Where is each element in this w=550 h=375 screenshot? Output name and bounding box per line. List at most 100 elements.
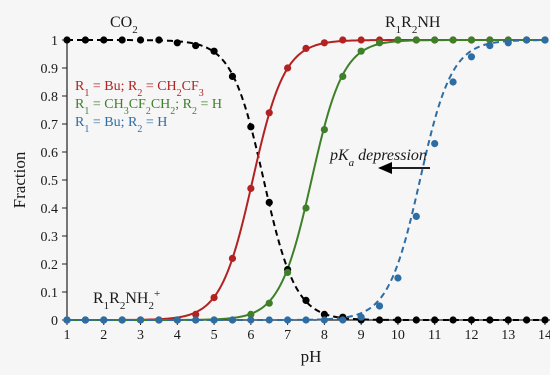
- y-tick-label: 0.5: [41, 174, 59, 189]
- data-point-bu_h: [339, 316, 347, 324]
- data-point-bu_ch2cf3: [210, 294, 218, 302]
- data-point-co2: [320, 310, 328, 318]
- data-point-bu_h: [173, 316, 181, 324]
- data-point-ch3cf2ch2: [449, 36, 457, 44]
- y-tick-label: 0.7: [41, 118, 59, 133]
- data-point-bu_h: [155, 316, 163, 324]
- data-point-bu_ch2cf3: [302, 44, 310, 53]
- data-point-bu_h: [284, 316, 292, 324]
- data-point-ch3cf2ch2: [357, 47, 365, 55]
- x-tick-label: 12: [464, 328, 478, 343]
- x-tick-label: 8: [321, 328, 328, 343]
- data-point-ch3cf2ch2: [467, 36, 476, 44]
- series-line-ch3cf2ch2: [67, 39, 545, 321]
- data-point-co2: [486, 316, 494, 324]
- y-tick-label: 0.6: [41, 146, 59, 161]
- data-point-bu_h: [412, 212, 420, 220]
- data-point-ch3cf2ch2: [302, 204, 310, 212]
- x-tick-label: 3: [137, 328, 144, 343]
- data-point-bu_h: [486, 42, 494, 50]
- x-tick-label: 10: [391, 328, 405, 343]
- data-points: [63, 36, 549, 324]
- data-point-co2: [375, 316, 384, 324]
- data-point-co2: [541, 316, 549, 324]
- x-tick-label: 7: [284, 328, 291, 343]
- data-point-bu_ch2cf3: [192, 310, 200, 318]
- data-point-bu_h: [192, 316, 200, 324]
- legend-entry-1: R1 = CH3CF2CH2; R2 = H: [75, 97, 222, 117]
- x-axis-label: pH: [301, 347, 322, 366]
- legend-entry-0: R1 = Bu; R2 = CH2CF3: [75, 79, 204, 99]
- curves: [67, 39, 546, 321]
- data-point-co2: [173, 39, 181, 47]
- y-tick-label: 0: [51, 314, 58, 329]
- data-point-bu_ch2cf3: [265, 109, 273, 117]
- series-line-bu_ch2cf3: [67, 39, 545, 321]
- data-point-bu_h: [118, 316, 126, 324]
- y-tick-label: 1: [51, 34, 58, 49]
- data-point-ch3cf2ch2: [320, 126, 328, 134]
- data-point-co2: [81, 36, 89, 44]
- data-point-ch3cf2ch2: [284, 268, 292, 276]
- data-point-ch3cf2ch2: [431, 36, 439, 44]
- data-point-bu_h: [467, 53, 476, 61]
- data-point-bu_h: [228, 316, 237, 324]
- data-point-co2: [412, 316, 420, 324]
- data-point-co2: [155, 36, 163, 44]
- data-point-co2: [449, 316, 457, 324]
- data-point-bu_h: [81, 316, 89, 324]
- data-point-ch3cf2ch2: [247, 310, 255, 318]
- data-point-co2: [265, 198, 273, 206]
- data-point-co2: [504, 316, 512, 324]
- data-point-bu_h: [357, 313, 365, 321]
- pka-arrow-head: [378, 162, 392, 174]
- y-tick-label: 0.9: [41, 62, 59, 77]
- data-point-bu_ch2cf3: [320, 39, 328, 47]
- data-point-bu_h: [541, 36, 549, 44]
- data-point-bu_h: [265, 316, 273, 324]
- data-point-bu_h: [504, 39, 512, 47]
- data-point-bu_ch2cf3: [247, 184, 255, 192]
- data-point-co2: [100, 36, 108, 44]
- label-co2: CO2: [110, 14, 138, 36]
- label-pka-depression: pKa depression: [329, 147, 427, 169]
- x-tick-label: 13: [501, 328, 515, 343]
- x-tick-label: 6: [247, 328, 254, 343]
- data-point-ch3cf2ch2: [265, 299, 273, 307]
- data-point-bu_h: [375, 302, 384, 310]
- y-tick-label: 0.1: [41, 286, 59, 301]
- data-point-co2: [431, 316, 439, 324]
- data-point-bu_h: [210, 316, 218, 324]
- data-point-ch3cf2ch2: [339, 72, 347, 80]
- data-point-bu_h: [136, 316, 145, 324]
- y-axis-label: Fraction: [10, 151, 29, 208]
- data-point-co2: [523, 316, 531, 324]
- data-point-co2: [210, 47, 218, 55]
- data-point-co2: [63, 36, 71, 44]
- series-line-bu_h: [67, 39, 546, 321]
- data-point-bu_h: [320, 316, 328, 324]
- y-tick-label: 0.3: [41, 230, 59, 245]
- x-tick-label: 11: [428, 328, 441, 343]
- x-tick-label: 2: [100, 328, 107, 343]
- x-tick-label: 14: [538, 328, 550, 343]
- data-point-ch3cf2ch2: [394, 36, 402, 44]
- label-ammonium: R1R2NH2+: [93, 288, 160, 312]
- data-point-co2: [467, 316, 476, 324]
- data-point-co2: [228, 72, 237, 80]
- data-point-bu_h: [394, 274, 402, 282]
- data-point-ch3cf2ch2: [412, 36, 420, 44]
- x-tick-label: 5: [211, 328, 218, 343]
- data-point-bu_h: [302, 316, 310, 324]
- data-point-bu_ch2cf3: [284, 64, 292, 72]
- data-point-bu_h: [63, 316, 71, 324]
- x-tick-label: 4: [174, 328, 181, 343]
- data-point-bu_h: [431, 140, 439, 148]
- legend-entry-2: R1 = Bu; R2 = H: [75, 115, 167, 135]
- data-point-bu_h: [449, 78, 457, 86]
- data-point-co2: [136, 36, 145, 44]
- annotations: CO2 R1R2NH R1R2NH2+ pKa depression R1 = Bu; …: [75, 14, 441, 312]
- data-point-bu_ch2cf3: [339, 36, 347, 44]
